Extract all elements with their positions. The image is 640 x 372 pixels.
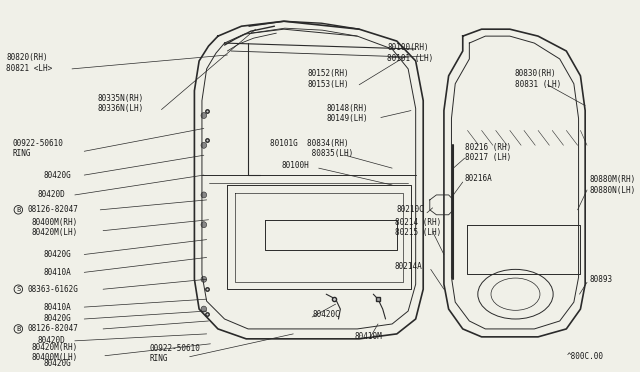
Text: 80335N(RH)
80336N(LH): 80335N(RH) 80336N(LH) <box>97 94 143 113</box>
Text: 80420G: 80420G <box>44 314 72 324</box>
Text: 80420C: 80420C <box>312 310 340 318</box>
Circle shape <box>201 276 207 282</box>
Text: 80420M(RH)
80400M(LH): 80420M(RH) 80400M(LH) <box>31 343 78 362</box>
Text: 80148(RH)
80149(LH): 80148(RH) 80149(LH) <box>326 104 368 123</box>
Text: 80214A: 80214A <box>395 262 422 271</box>
Text: 80420G: 80420G <box>44 359 72 368</box>
Text: 80830(RH)
80831 (LH): 80830(RH) 80831 (LH) <box>515 69 561 89</box>
Text: 80410A: 80410A <box>44 302 72 312</box>
Circle shape <box>201 222 207 228</box>
Text: 80420D: 80420D <box>37 336 65 345</box>
Text: B: B <box>16 326 20 332</box>
Text: 80216A: 80216A <box>465 174 492 183</box>
Text: 80893: 80893 <box>590 275 613 284</box>
Text: 80101G  80834(RH)
         80835(LH): 80101G 80834(RH) 80835(LH) <box>269 139 353 158</box>
Circle shape <box>201 192 207 198</box>
Text: 80214 (RH)
80215 (LH): 80214 (RH) 80215 (LH) <box>395 218 441 237</box>
Text: ^800C.00: ^800C.00 <box>566 352 604 361</box>
Text: 80820(RH)
80821 <LH>: 80820(RH) 80821 <LH> <box>6 53 52 73</box>
Text: S: S <box>16 286 20 292</box>
Text: 00922-50610
RING: 00922-50610 RING <box>149 344 200 363</box>
Circle shape <box>201 142 207 148</box>
Text: 80420G: 80420G <box>44 250 72 259</box>
Circle shape <box>201 113 207 119</box>
Text: 00922-50610
RING: 00922-50610 RING <box>13 139 63 158</box>
Text: 08126-82047: 08126-82047 <box>28 324 79 333</box>
Text: 80420G: 80420G <box>44 171 72 180</box>
Text: 80410A: 80410A <box>44 268 72 277</box>
Text: 80420D: 80420D <box>37 190 65 199</box>
Text: 08126-82047: 08126-82047 <box>28 205 79 214</box>
Text: 80100H: 80100H <box>282 161 310 170</box>
Text: 80410M: 80410M <box>355 332 382 341</box>
Text: 80400M(RH)
80420M(LH): 80400M(RH) 80420M(LH) <box>31 218 78 237</box>
Text: B: B <box>16 207 20 213</box>
Text: 80100(RH)
80101 (LH): 80100(RH) 80101 (LH) <box>387 43 434 63</box>
Text: 80216 (RH)
80217 (LH): 80216 (RH) 80217 (LH) <box>465 142 511 162</box>
Text: 08363-6162G: 08363-6162G <box>28 285 79 294</box>
Text: 80152(RH)
80153(LH): 80152(RH) 80153(LH) <box>307 69 349 89</box>
Text: 80210C: 80210C <box>397 205 424 214</box>
Text: 80880M(RH)
80880N(LH): 80880M(RH) 80880N(LH) <box>590 175 636 195</box>
Circle shape <box>201 306 207 312</box>
